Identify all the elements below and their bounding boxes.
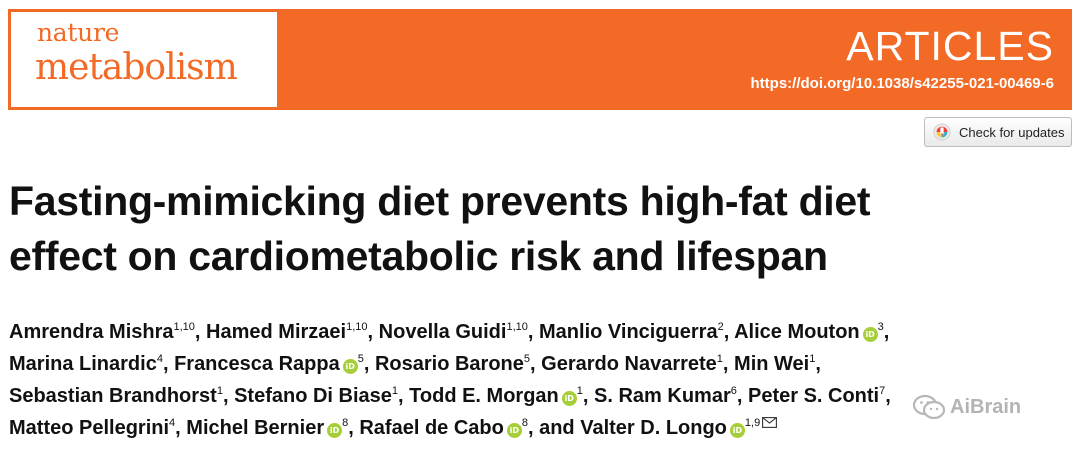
author-line: Amrendra Mishra1,10, Hamed Mirzaei1,10, …: [9, 316, 1074, 348]
author-name[interactable]: Francesca Rappa: [174, 353, 340, 375]
author-separator: ,: [736, 385, 748, 407]
author-list: Amrendra Mishra1,10, Hamed Mirzaei1,10, …: [9, 316, 1074, 444]
affiliation-marker[interactable]: 4: [169, 417, 176, 429]
author-name[interactable]: Marina Linardic: [9, 353, 157, 375]
affiliation-marker[interactable]: 6: [730, 385, 737, 397]
affiliation-marker[interactable]: 1,10: [346, 321, 368, 333]
author-name[interactable]: Todd E. Morgan: [409, 385, 559, 407]
crossmark-icon: [933, 123, 951, 141]
envelope-icon[interactable]: [762, 417, 778, 428]
orcid-icon[interactable]: iD: [342, 359, 358, 374]
affiliation-marker[interactable]: 2: [717, 321, 724, 333]
author-separator: ,: [527, 417, 540, 439]
title-line-2: effect on cardiometabolic risk and lifes…: [9, 233, 828, 279]
author-line: Marina Linardic4, Francesca Rappa iD5, Ro…: [9, 348, 1074, 380]
affiliation-marker[interactable]: 1,9: [744, 417, 761, 429]
author-name[interactable]: S. Ram Kumar: [594, 385, 731, 407]
author-name[interactable]: Amrendra Mishra: [9, 321, 174, 343]
author-separator: ,: [815, 353, 821, 375]
article-title: Fasting-mimicking diet prevents high-fat…: [9, 174, 871, 284]
journal-logo[interactable]: nature metabolism: [11, 12, 277, 107]
author-separator: ,: [582, 385, 595, 407]
author-name[interactable]: Gerardo Navarrete: [541, 353, 717, 375]
author-name[interactable]: Valter D. Longo: [580, 417, 727, 439]
affiliation-marker[interactable]: 1: [809, 353, 816, 365]
author-separator: ,: [367, 321, 379, 343]
affiliation-marker[interactable]: 1: [716, 353, 723, 365]
section-label: ARTICLES: [846, 23, 1054, 69]
affiliation-marker[interactable]: 8: [342, 417, 349, 429]
author-separator: ,: [530, 353, 542, 375]
author-separator: ,: [885, 385, 891, 407]
journal-header-banner: nature metabolism ARTICLES https://doi.o…: [8, 9, 1072, 110]
affiliation-marker[interactable]: 1,10: [173, 321, 195, 333]
watermark: AiBrain: [912, 393, 1021, 421]
author-name[interactable]: Michel Bernier: [186, 417, 325, 439]
author-separator: ,: [162, 353, 175, 375]
logo-line-nature: nature: [37, 18, 120, 47]
author-name[interactable]: Matteo Pellegrini: [9, 417, 170, 439]
author-separator: ,: [348, 417, 360, 439]
author-name[interactable]: Novella Guidi: [378, 321, 507, 343]
author-separator: ,: [883, 321, 890, 343]
affiliation-marker[interactable]: 8: [521, 417, 528, 429]
author-separator: ,: [722, 353, 735, 375]
author-separator: ,: [222, 385, 235, 407]
orcid-icon[interactable]: iD: [561, 391, 577, 406]
author-separator: ,: [527, 321, 540, 343]
author-name[interactable]: Sebastian Brandhorst: [9, 385, 217, 407]
author-line: Sebastian Brandhorst1, Stefano Di Biase1…: [9, 380, 1074, 412]
author-separator: ,: [194, 321, 207, 343]
author-name[interactable]: Alice Mouton: [734, 321, 860, 343]
affiliation-marker[interactable]: 1,10: [506, 321, 528, 333]
author-name[interactable]: Rafael de Cabo: [359, 417, 504, 439]
author-separator: ,: [723, 321, 735, 343]
affiliation-marker[interactable]: 1: [576, 385, 583, 397]
orcid-icon[interactable]: iD: [729, 423, 745, 438]
author-name[interactable]: Stefano Di Biase: [234, 385, 392, 407]
author-name[interactable]: Peter S. Conti: [747, 385, 880, 407]
author-name[interactable]: Manlio Vinciguerra: [539, 321, 718, 343]
orcid-icon[interactable]: iD: [506, 423, 522, 438]
author-name[interactable]: Hamed Mirzaei: [206, 321, 347, 343]
author-name[interactable]: Min Wei: [734, 353, 810, 375]
affiliation-marker[interactable]: 3: [877, 321, 884, 333]
doi-link[interactable]: https://doi.org/10.1038/s42255-021-00469…: [750, 75, 1055, 92]
affiliation-marker[interactable]: 4: [156, 353, 163, 365]
affiliation-marker[interactable]: 1: [391, 385, 399, 397]
affiliation-marker[interactable]: 5: [523, 353, 531, 365]
wechat-icon: [912, 394, 946, 420]
author-separator: ,: [175, 417, 187, 439]
logo-line-metabolism: metabolism: [35, 47, 238, 88]
affiliation-marker[interactable]: 1: [216, 385, 223, 397]
orcid-icon[interactable]: iD: [327, 423, 343, 438]
check-for-updates-button[interactable]: Check for updates: [924, 117, 1072, 147]
affiliation-marker[interactable]: 7: [879, 385, 886, 397]
author-conjunction: and: [539, 417, 581, 439]
author-separator: ,: [363, 353, 375, 375]
author-separator: ,: [398, 385, 410, 407]
affiliation-marker[interactable]: 5: [357, 353, 364, 365]
check-for-updates-label: Check for updates: [959, 124, 1065, 140]
watermark-text: AiBrain: [950, 395, 1022, 418]
orcid-icon[interactable]: iD: [862, 327, 878, 342]
author-line: Matteo Pellegrini4, Michel Bernier iD8, R…: [9, 412, 1074, 444]
author-name[interactable]: Rosario Barone: [374, 353, 524, 375]
title-line-1: Fasting-mimicking diet prevents high-fat…: [9, 178, 871, 224]
